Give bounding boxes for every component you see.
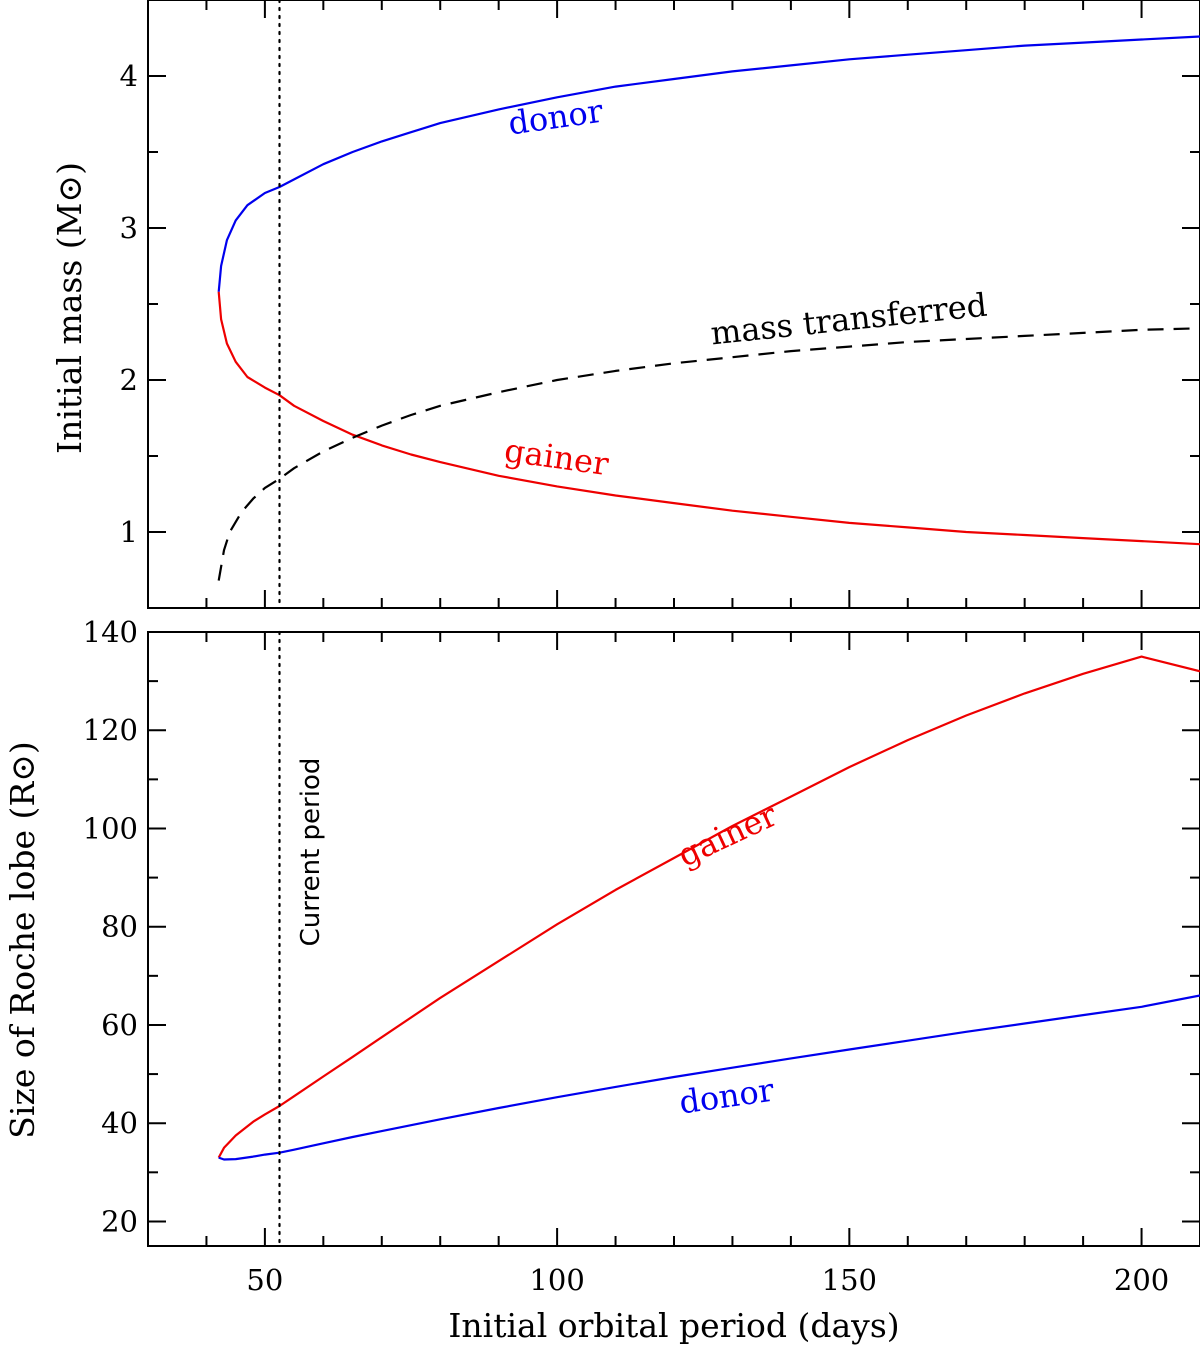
top-mass-transferred-label: mass transferred (709, 286, 989, 353)
y-tick-label: 20 (101, 1204, 138, 1238)
top-gainer-label: gainer (502, 431, 612, 483)
bottom-gainer-label: gainer (672, 795, 784, 874)
bottom-curves (217, 655, 1200, 1161)
y-tick-label: 100 (83, 811, 138, 845)
y-tick-label: 80 (101, 910, 138, 944)
top-ytick-labels: 1 2 3 4 (120, 59, 138, 549)
y-tick-label: 1 (120, 515, 138, 549)
x-tick-label: 100 (529, 1263, 584, 1297)
x-tick-label: 50 (246, 1263, 283, 1297)
bottom-panel: 20 40 60 80 100 120 140 50 100 150 200 Size of Ro… (3, 615, 1200, 1345)
bottom-xtick-labels: 50 100 150 200 (246, 1263, 1169, 1297)
y-tick-label: 40 (101, 1106, 138, 1140)
bottom-donor-label: donor (677, 1071, 777, 1122)
current-period-label: Current period (296, 758, 326, 947)
bottom-y-axis-title: Size of Roche lobe (R⊙) (3, 741, 42, 1138)
y-tick-label: 60 (101, 1008, 138, 1042)
top-curves (217, 35, 1200, 581)
bottom-gainer-curve (217, 655, 1200, 1159)
y-tick-label: 2 (120, 363, 138, 397)
top-donor-curve (217, 35, 1200, 292)
bottom-donor-curve (218, 994, 1200, 1161)
y-tick-label: 120 (83, 713, 138, 747)
bottom-ticks (148, 631, 1200, 1246)
top-y-axis-title: Initial mass (M⊙) (50, 162, 89, 454)
y-tick-label: 4 (120, 59, 138, 93)
bottom-ytick-labels: 20 40 60 80 100 120 140 (83, 615, 138, 1238)
top-gainer-curve (217, 291, 1200, 546)
y-tick-label: 140 (83, 615, 138, 649)
top-mass-transferred-curve (217, 327, 1200, 581)
x-tick-label: 200 (1114, 1263, 1169, 1297)
top-plot-frame (147, 0, 1200, 609)
y-tick-label: 3 (120, 211, 138, 245)
top-panel: 1 2 3 4 Initial mass (M⊙) donor gainer mass… (50, 0, 1200, 610)
top-donor-label: donor (506, 92, 606, 143)
x-tick-label: 150 (822, 1263, 877, 1297)
top-ticks (148, 0, 1200, 608)
x-axis-title: Initial orbital period (days) (448, 1306, 899, 1345)
